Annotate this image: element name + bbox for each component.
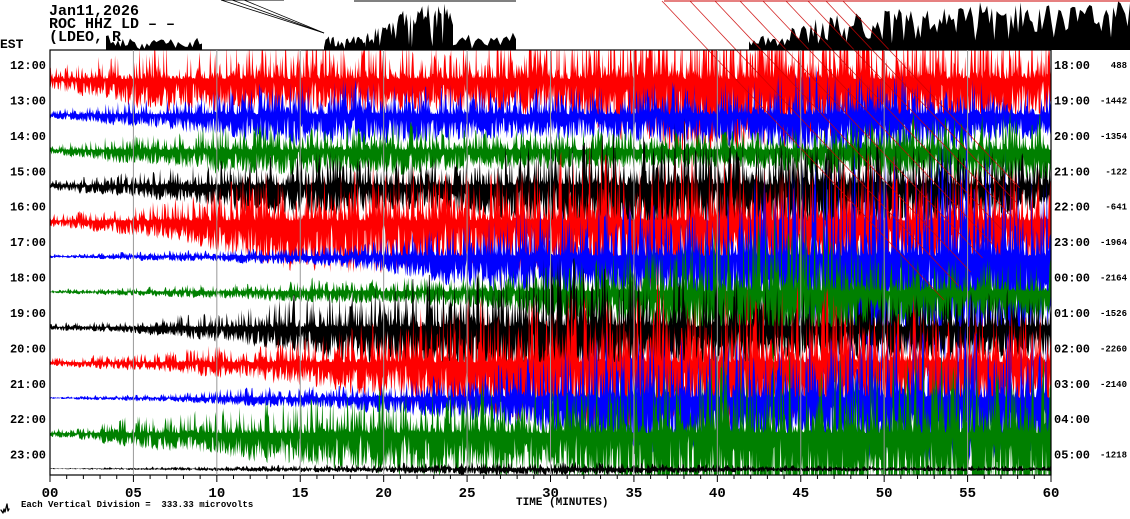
svg-text:-641: -641 [1105, 203, 1127, 213]
svg-text:60: 60 [1043, 486, 1060, 502]
svg-text:22:00: 22:00 [10, 413, 46, 427]
svg-text:19:00: 19:00 [1054, 94, 1090, 108]
svg-text:-2140: -2140 [1100, 380, 1127, 390]
svg-text:-1354: -1354 [1100, 132, 1128, 142]
svg-text:45: 45 [792, 486, 809, 502]
svg-text:04:00: 04:00 [1054, 413, 1090, 427]
svg-text:17:00: 17:00 [10, 236, 46, 250]
svg-text:20:00: 20:00 [1054, 130, 1090, 144]
svg-text:22:00: 22:00 [1054, 201, 1090, 215]
svg-text:03:00: 03:00 [1054, 378, 1090, 392]
svg-text:-1218: -1218 [1100, 451, 1127, 461]
svg-text:05:00: 05:00 [1054, 449, 1090, 463]
svg-text:15: 15 [292, 486, 309, 502]
svg-text:20:00: 20:00 [10, 342, 46, 356]
svg-text:55: 55 [959, 486, 976, 502]
svg-text:488: 488 [1111, 61, 1127, 71]
svg-text:01:00: 01:00 [1054, 307, 1090, 321]
svg-text:12:00: 12:00 [10, 59, 46, 73]
svg-text:15:00: 15:00 [10, 165, 46, 179]
svg-text:21:00: 21:00 [10, 378, 46, 392]
svg-text:25: 25 [459, 486, 476, 502]
svg-text:14:00: 14:00 [10, 130, 46, 144]
svg-text:35: 35 [626, 486, 643, 502]
svg-text:19:00: 19:00 [10, 307, 46, 321]
svg-text:23:00: 23:00 [10, 449, 46, 463]
svg-text:-1964: -1964 [1100, 238, 1128, 248]
svg-text:18:00: 18:00 [1054, 59, 1090, 73]
svg-text:00:00: 00:00 [1054, 272, 1090, 286]
svg-text:21:00: 21:00 [1054, 165, 1090, 179]
svg-text:-2164: -2164 [1100, 274, 1128, 284]
svg-text:02:00: 02:00 [1054, 342, 1090, 356]
svg-text:40: 40 [709, 486, 726, 502]
svg-text:13:00: 13:00 [10, 94, 46, 108]
svg-text:16:00: 16:00 [10, 201, 46, 215]
svg-text:23:00: 23:00 [1054, 236, 1090, 250]
svg-text:-1526: -1526 [1100, 309, 1127, 319]
svg-text:50: 50 [876, 486, 893, 502]
svg-text:-122: -122 [1105, 167, 1127, 177]
svg-text:-1442: -1442 [1100, 96, 1127, 106]
svg-text:18:00: 18:00 [10, 272, 46, 286]
svg-text:20: 20 [375, 486, 392, 502]
svg-text:-2260: -2260 [1100, 344, 1127, 354]
